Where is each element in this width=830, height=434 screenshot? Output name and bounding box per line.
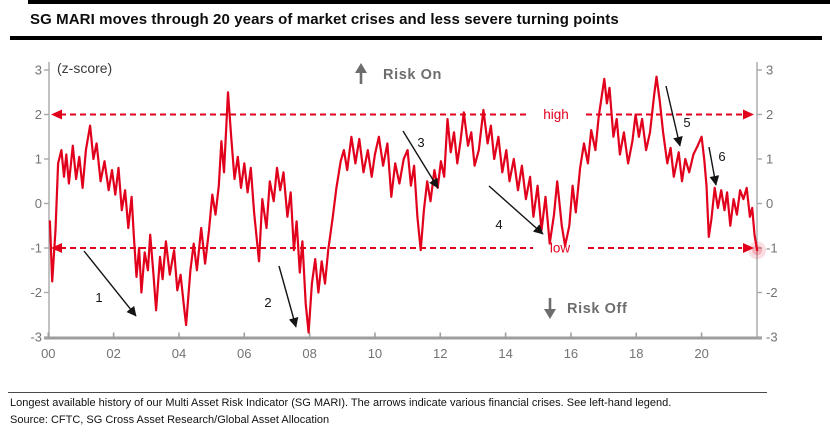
title-rule	[10, 36, 822, 40]
left-arrowhead-icon	[51, 109, 62, 120]
x-axis	[44, 336, 762, 340]
x-tick-label: 20	[694, 346, 708, 361]
y-tick-label-right: -1	[766, 241, 778, 256]
y-tick-label-left: 2	[35, 107, 42, 122]
footer-rule	[8, 392, 767, 393]
y-tick-label-left: 1	[35, 152, 42, 167]
right-arrowhead-icon	[743, 243, 754, 253]
y-tick-label-right: -2	[766, 285, 778, 300]
down-arrow-icon	[544, 298, 556, 319]
left-arrowhead-icon	[51, 243, 62, 253]
x-tick-label: 18	[629, 346, 643, 361]
crisis-arrow-icon	[665, 85, 683, 147]
threshold-label: high	[543, 107, 569, 122]
mari-series-line	[48, 75, 759, 334]
crisis-arrow-number: 6	[718, 149, 725, 164]
mari-line-chart: (z-score) 3 32 21 10 0-1 -1-2 -2-3 -300 02 04 06 08…	[30, 60, 777, 362]
crisis-arrow-number: 2	[264, 295, 271, 310]
up-arrow-icon	[355, 63, 367, 84]
mari-series	[48, 75, 767, 334]
crisis-arrow-number: 3	[417, 135, 424, 150]
risk-on-annotation: Risk On	[355, 63, 442, 84]
crisis-arrows: 1 2 3 4 5 6	[83, 85, 726, 328]
threshold-lines: high low	[51, 107, 754, 256]
crisis-arrow-number: 1	[95, 290, 102, 305]
y-tick-label-right: 2	[766, 107, 773, 122]
x-tick-label: 00	[41, 346, 55, 361]
crisis-arrow-icon	[278, 265, 299, 328]
axis-ticks: 3 32 21 10 0-1 -1-2 -2-3 -300 02 04 06 08 10 12 14 16 18…	[30, 63, 777, 362]
footer-source: Source: CFTC, SG Cross Asset Research/Gl…	[10, 414, 330, 426]
crisis-arrow-icon	[708, 146, 720, 186]
y-tick-label-left: -3	[30, 330, 42, 345]
page-title: SG MARI moves through 20 years of market…	[30, 11, 619, 28]
x-tick-label: 16	[564, 346, 578, 361]
y-tick-label-right: 1	[766, 152, 773, 167]
crisis-arrow-icon	[488, 185, 544, 235]
x-tick-label: 08	[302, 346, 316, 361]
x-tick-label: 02	[106, 346, 120, 361]
threshold-label: low	[550, 241, 571, 256]
x-tick-label: 12	[433, 346, 447, 361]
right-arrowhead-icon	[743, 109, 754, 120]
x-tick-label: 04	[172, 346, 186, 361]
risk-off-annotation: Risk Off	[544, 298, 627, 319]
crisis-arrow-number: 4	[495, 217, 502, 232]
risk-off-label: Risk Off	[567, 301, 627, 317]
y-tick-label-left: -1	[30, 241, 42, 256]
x-tick-label: 10	[368, 346, 382, 361]
y-tick-label-right: 3	[766, 63, 773, 78]
y-tick-label-left: -2	[30, 285, 42, 300]
top-accent-bar	[28, 0, 830, 4]
x-tick-label: 06	[237, 346, 251, 361]
x-tick-label: 14	[498, 346, 512, 361]
crisis-arrow-icon	[402, 130, 439, 189]
y-axis-unit-label: (z-score)	[57, 60, 112, 76]
risk-on-label: Risk On	[383, 67, 442, 83]
y-tick-label-left: 0	[35, 196, 42, 211]
y-tick-label-right: 0	[766, 196, 773, 211]
y-tick-label-right: -3	[766, 330, 778, 345]
crisis-arrow-icon	[83, 250, 137, 317]
y-tick-label-left: 3	[35, 63, 42, 78]
footer-note: Longest available history of our Multi A…	[10, 397, 672, 409]
crisis-arrow-number: 5	[683, 115, 690, 130]
